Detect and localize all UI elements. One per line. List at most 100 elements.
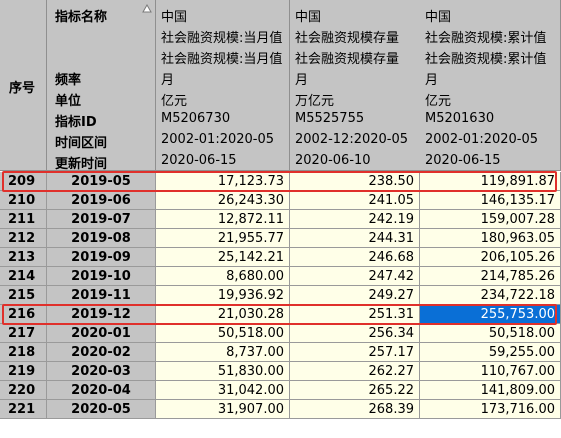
column-indicator-id: M5525755 [295,111,365,126]
row-date[interactable]: 2019-09 [47,248,156,267]
cell-monthly-tsf[interactable]: 31,907.00 [156,400,290,419]
cell-monthly-tsf[interactable]: 19,936.92 [156,286,290,305]
cell-cumulative-tsf[interactable]: 214,785.26 [420,267,561,286]
meta-label-frequency: 频率 [55,73,82,88]
cell-monthly-tsf[interactable]: 26,243.30 [156,191,290,210]
column-time-range: 2002-12:2020-05 [295,132,409,147]
seq-header-label: 序号 [9,81,36,96]
row-seq[interactable]: 219 [0,362,47,381]
column-update-time: 2020-06-15 [161,153,237,168]
cell-monthly-tsf[interactable]: 21,030.28 [156,305,290,324]
cell-cumulative-tsf[interactable]: 59,255.00 [420,343,561,362]
cell-tsf-stock[interactable]: 265.22 [290,381,420,400]
column-name-repeat: 社会融资规模:累计值 [425,52,547,67]
cell-monthly-tsf[interactable]: 51,830.00 [156,362,290,381]
row-date[interactable]: 2019-07 [47,210,156,229]
row-date[interactable]: 2019-11 [47,286,156,305]
cell-tsf-stock[interactable]: 238.50 [290,172,420,191]
row-date[interactable]: 2020-05 [47,400,156,419]
cell-tsf-stock[interactable]: 257.17 [290,343,420,362]
row-date[interactable]: 2020-02 [47,343,156,362]
cell-cumulative-tsf[interactable]: 159,007.28 [420,210,561,229]
row-seq[interactable]: 215 [0,286,47,305]
header-seq-column[interactable]: 序号 [0,0,47,171]
column-source: 中国 [295,10,322,25]
cell-monthly-tsf[interactable]: 17,123.73 [156,172,290,191]
cell-monthly-tsf[interactable]: 12,872.11 [156,210,290,229]
cell-cumulative-tsf[interactable]: 50,518.00 [420,324,561,343]
cell-monthly-tsf[interactable]: 8,680.00 [156,267,290,286]
row-date[interactable]: 2020-01 [47,324,156,343]
column-update-time: 2020-06-10 [295,153,371,168]
header-column-monthly-tsf[interactable]: 中国 社会融资规模:当月值 社会融资规模:当月值 月 亿元 M5206730 2… [156,0,290,171]
cell-tsf-stock[interactable]: 242.19 [290,210,420,229]
column-frequency: 月 [161,73,175,88]
row-seq[interactable]: 216 [0,305,47,324]
row-seq[interactable]: 217 [0,324,47,343]
row-seq[interactable]: 220 [0,381,47,400]
row-date[interactable]: 2019-12 [47,305,156,324]
cell-monthly-tsf[interactable]: 25,142.21 [156,248,290,267]
row-seq[interactable]: 209 [0,172,47,191]
cell-tsf-stock[interactable]: 262.27 [290,362,420,381]
cell-tsf-stock[interactable]: 268.39 [290,400,420,419]
row-seq[interactable]: 221 [0,400,47,419]
row-date[interactable]: 2019-06 [47,191,156,210]
cell-cumulative-tsf[interactable]: 173,716.00 [420,400,561,419]
cell-tsf-stock[interactable]: 249.27 [290,286,420,305]
row-date[interactable]: 2020-04 [47,381,156,400]
cell-tsf-stock[interactable]: 256.34 [290,324,420,343]
header-column-tsf-stock[interactable]: 中国 社会融资规模存量 社会融资规模存量 月 万亿元 M5525755 2002… [290,0,424,171]
cell-cumulative-tsf[interactable]: 119,891.87 [420,172,561,191]
cell-monthly-tsf[interactable]: 21,955.77 [156,229,290,248]
row-seq[interactable]: 213 [0,248,47,267]
column-name: 社会融资规模存量 [295,31,400,46]
column-source: 中国 [161,10,188,25]
row-date[interactable]: 2019-05 [47,172,156,191]
table-row: 216 2019-12 21,030.28 251.31 255,753.00 [0,305,561,324]
column-indicator-id: M5206730 [161,111,231,126]
row-seq[interactable]: 210 [0,191,47,210]
column-source: 中国 [425,10,452,25]
sort-triangle-icon[interactable] [142,4,152,14]
column-name: 社会融资规模:累计值 [425,31,547,46]
header-column-cumulative-tsf[interactable]: 中国 社会融资规模:累计值 社会融资规模:累计值 月 亿元 M5201630 2… [420,0,561,171]
column-unit: 万亿元 [295,94,335,109]
cell-tsf-stock[interactable]: 251.31 [290,305,420,324]
cell-monthly-tsf[interactable]: 8,737.00 [156,343,290,362]
row-date[interactable]: 2020-03 [47,362,156,381]
row-seq[interactable]: 212 [0,229,47,248]
cell-tsf-stock[interactable]: 241.05 [290,191,420,210]
cell-cumulative-tsf[interactable]: 141,809.00 [420,381,561,400]
meta-label-indicator-id: 指标ID [55,115,97,130]
table-row: 220 2020-04 31,042.00 265.22 141,809.00 [0,381,561,400]
row-seq[interactable]: 214 [0,267,47,286]
column-update-time: 2020-06-15 [425,153,501,168]
cell-tsf-stock[interactable]: 244.31 [290,229,420,248]
row-date[interactable]: 2019-10 [47,267,156,286]
cell-tsf-stock[interactable]: 246.68 [290,248,420,267]
table-row: 210 2019-06 26,243.30 241.05 146,135.17 [0,191,561,210]
cell-cumulative-tsf[interactable]: 146,135.17 [420,191,561,210]
row-seq[interactable]: 211 [0,210,47,229]
row-seq[interactable]: 218 [0,343,47,362]
cell-cumulative-tsf[interactable]: 110,767.00 [420,362,561,381]
cell-cumulative-tsf[interactable]: 234,722.18 [420,286,561,305]
cell-monthly-tsf[interactable]: 31,042.00 [156,381,290,400]
cell-tsf-stock[interactable]: 247.42 [290,267,420,286]
selected-cell-cumulative-tsf[interactable]: 255,753.00 [420,305,561,324]
column-name-repeat: 社会融资规模存量 [295,52,400,67]
cell-cumulative-tsf[interactable]: 206,105.26 [420,248,561,267]
meta-label-indicator-name: 指标名称 [55,10,108,25]
column-unit: 亿元 [161,94,188,109]
cell-monthly-tsf[interactable]: 50,518.00 [156,324,290,343]
table-row: 217 2020-01 50,518.00 256.34 50,518.00 [0,324,561,343]
column-frequency: 月 [425,73,439,88]
cell-cumulative-tsf[interactable]: 180,963.05 [420,229,561,248]
row-date[interactable]: 2019-08 [47,229,156,248]
table-row: 213 2019-09 25,142.21 246.68 206,105.26 [0,248,561,267]
table-row: 209 2019-05 17,123.73 238.50 119,891.87 [0,172,561,191]
table-row: 215 2019-11 19,936.92 249.27 234,722.18 [0,286,561,305]
header-meta-column[interactable]: 指标名称 频率 单位 指标ID 时间区间 更新时间 [47,0,156,172]
